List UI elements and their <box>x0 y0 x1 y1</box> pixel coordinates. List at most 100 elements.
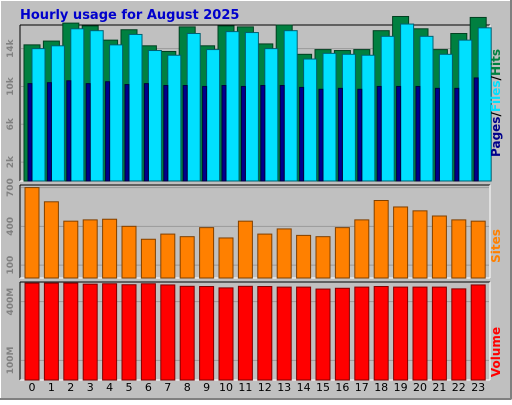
bar-pages <box>279 85 285 182</box>
x-tick-label: 15 <box>316 381 330 394</box>
bar-pages <box>105 81 111 182</box>
bar-pages <box>240 85 246 182</box>
chart-panels: 2k6k10k14kPages/Files/Hits100400700Sites… <box>6 15 503 394</box>
bar-pages <box>182 85 188 182</box>
bar-pages <box>415 85 421 182</box>
bar-pages <box>66 80 72 182</box>
bar-volume <box>373 286 389 381</box>
series-label-part: Volume <box>489 327 503 377</box>
bar-pages <box>221 85 227 182</box>
bar-sites <box>218 237 234 279</box>
x-tick-label: 4 <box>106 381 113 394</box>
bar-sites <box>102 218 118 279</box>
bar-pages <box>163 85 169 182</box>
bar-volume <box>431 286 447 381</box>
bar-volume <box>24 282 40 381</box>
bar-files <box>50 45 65 182</box>
series-label: Volume <box>489 327 503 377</box>
bar-files <box>225 31 240 182</box>
x-tick-label: 2 <box>67 381 74 394</box>
series-label: Sites <box>489 229 503 263</box>
bar-files <box>400 23 415 182</box>
x-tick-label: 9 <box>203 381 210 394</box>
bar-pages <box>434 87 440 182</box>
bar-files <box>147 50 162 182</box>
bar-files <box>419 35 434 182</box>
bar-volume <box>121 284 137 381</box>
bar-volume <box>334 287 350 381</box>
bar-sites <box>276 228 292 279</box>
x-tick-label: 14 <box>297 381 311 394</box>
bar-files <box>361 54 376 182</box>
chart-title: Hourly usage for August 2025 <box>20 8 239 23</box>
bar-sites <box>24 187 40 279</box>
bar-sites <box>373 200 389 279</box>
chart-panel-2: 100 400 700 Sites <box>6 178 503 279</box>
x-tick-label: 3 <box>87 381 94 394</box>
series-label-part: / <box>489 112 503 117</box>
x-tick-label: 6 <box>145 381 152 394</box>
bar-sites <box>431 215 447 279</box>
bar-files <box>167 54 182 182</box>
bar-files <box>438 53 453 182</box>
x-tick-label: 13 <box>277 381 291 394</box>
bar-files <box>341 53 356 182</box>
series-label-part: / <box>489 75 503 80</box>
series-label: Pages/Files/Hits <box>489 49 503 157</box>
x-tick-label: 7 <box>164 381 171 394</box>
y-tick-label: 2k <box>6 155 16 168</box>
bar-sites <box>160 233 176 279</box>
bar-sites <box>199 227 215 279</box>
series-label-part: Sites <box>489 229 503 263</box>
bar-files <box>206 49 221 182</box>
bar-sites <box>179 236 195 279</box>
bar-files <box>31 48 46 182</box>
bar-volume <box>412 286 428 381</box>
bar-pages <box>46 82 52 182</box>
bar-sites <box>451 219 467 279</box>
x-tick-label: 22 <box>452 381 466 394</box>
bar-sites <box>43 201 59 279</box>
series-label-part: Files <box>489 80 503 112</box>
x-tick-label: 11 <box>238 381 252 394</box>
x-tick-label: 18 <box>374 381 388 394</box>
bar-volume <box>218 287 234 381</box>
bar-volume <box>63 282 79 381</box>
bar-files <box>264 48 279 182</box>
x-tick-label: 0 <box>29 381 36 394</box>
x-tick-label: 20 <box>413 381 427 394</box>
bar-volume <box>179 285 195 381</box>
bar-volume <box>470 284 486 381</box>
bar-files <box>458 39 473 182</box>
bar-volume <box>199 286 215 381</box>
bar-files <box>303 58 318 182</box>
bar-files <box>109 44 124 182</box>
y-tick-label: 100M <box>6 346 16 374</box>
bar-volume <box>296 286 312 381</box>
bar-pages <box>124 84 130 182</box>
series-label-part: Hits <box>489 49 503 76</box>
chart-panel-3: 100M 400M Volume <box>6 281 503 381</box>
y-tick-label: 400 <box>6 217 16 236</box>
bar-volume <box>276 286 292 381</box>
y-tick-label: 14k <box>6 38 16 58</box>
bar-pages <box>376 85 382 182</box>
bar-files <box>186 33 201 182</box>
bar-volume <box>393 286 409 381</box>
bar-volume <box>102 283 118 381</box>
bar-pages <box>27 83 33 182</box>
x-tick-label: 5 <box>126 381 133 394</box>
bar-volume <box>451 288 467 381</box>
bar-pages <box>260 85 266 182</box>
series-label-part: Pages <box>489 117 503 157</box>
bar-volume <box>160 284 176 381</box>
bar-pages <box>85 83 91 182</box>
bar-pages <box>202 85 208 182</box>
bar-volume <box>82 283 98 381</box>
x-tick-label: 16 <box>335 381 349 394</box>
y-tick-label: 6k <box>6 117 16 130</box>
x-tick-label: 19 <box>394 381 408 394</box>
y-tick-label: 100 <box>6 256 16 275</box>
bar-sites <box>82 219 98 279</box>
